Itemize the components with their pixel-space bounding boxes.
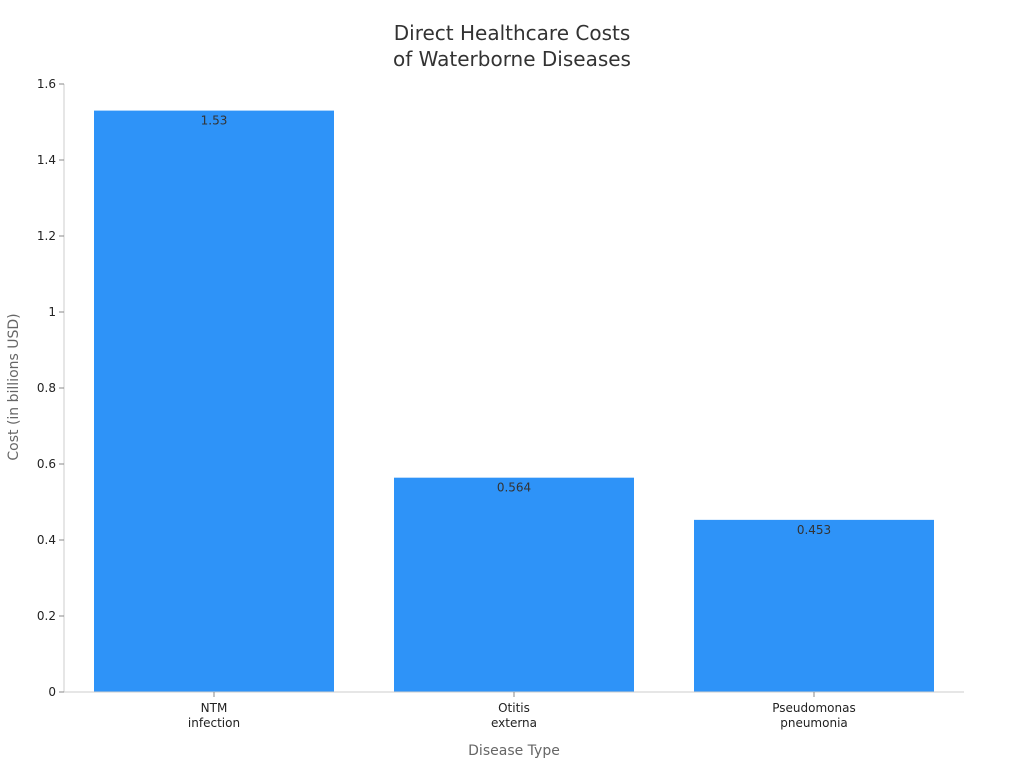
x-tick-label-2-line-1: pneumonia <box>780 716 848 730</box>
x-tick-label-0-line-1: infection <box>188 716 240 730</box>
bar-value-label-0: 1.53 <box>201 114 228 128</box>
y-axis-label: Cost (in billions USD) <box>6 313 22 460</box>
chart-title-line-1: Direct Healthcare Costs <box>394 21 631 45</box>
y-ticks-group: 0 0.2 0.4 0.6 0.8 1 1.2 1.4 1.6 <box>37 77 64 699</box>
x-tick-label-1-line-0: Otitis <box>498 701 530 715</box>
x-axis-label: Disease Type <box>468 743 560 759</box>
y-tick-label-4: 0.8 <box>37 381 56 395</box>
chart-title-line-2: of Waterborne Diseases <box>393 47 631 71</box>
x-tick-label-0-line-0: NTM <box>201 701 228 715</box>
y-tick-label-8: 1.6 <box>37 77 56 91</box>
bar-value-label-2: 0.453 <box>797 523 831 537</box>
bar-1 <box>394 477 634 692</box>
y-tick-label-5: 1 <box>48 305 56 319</box>
y-tick-label-2: 0.4 <box>37 533 56 547</box>
bar-2 <box>694 519 934 692</box>
bar-value-label-1: 0.564 <box>497 481 531 495</box>
x-tick-label-1-line-1: externa <box>491 716 537 730</box>
y-tick-label-6: 1.2 <box>37 229 56 243</box>
y-tick-label-7: 1.4 <box>37 153 56 167</box>
y-tick-label-0: 0 <box>48 685 56 699</box>
y-tick-label-3: 0.6 <box>37 457 56 471</box>
bars-group: 1.53 0.564 0.453 <box>94 110 934 693</box>
bar-0 <box>94 110 334 693</box>
y-tick-label-1: 0.2 <box>37 609 56 623</box>
x-tick-label-2-line-0: Pseudomonas <box>772 701 855 715</box>
